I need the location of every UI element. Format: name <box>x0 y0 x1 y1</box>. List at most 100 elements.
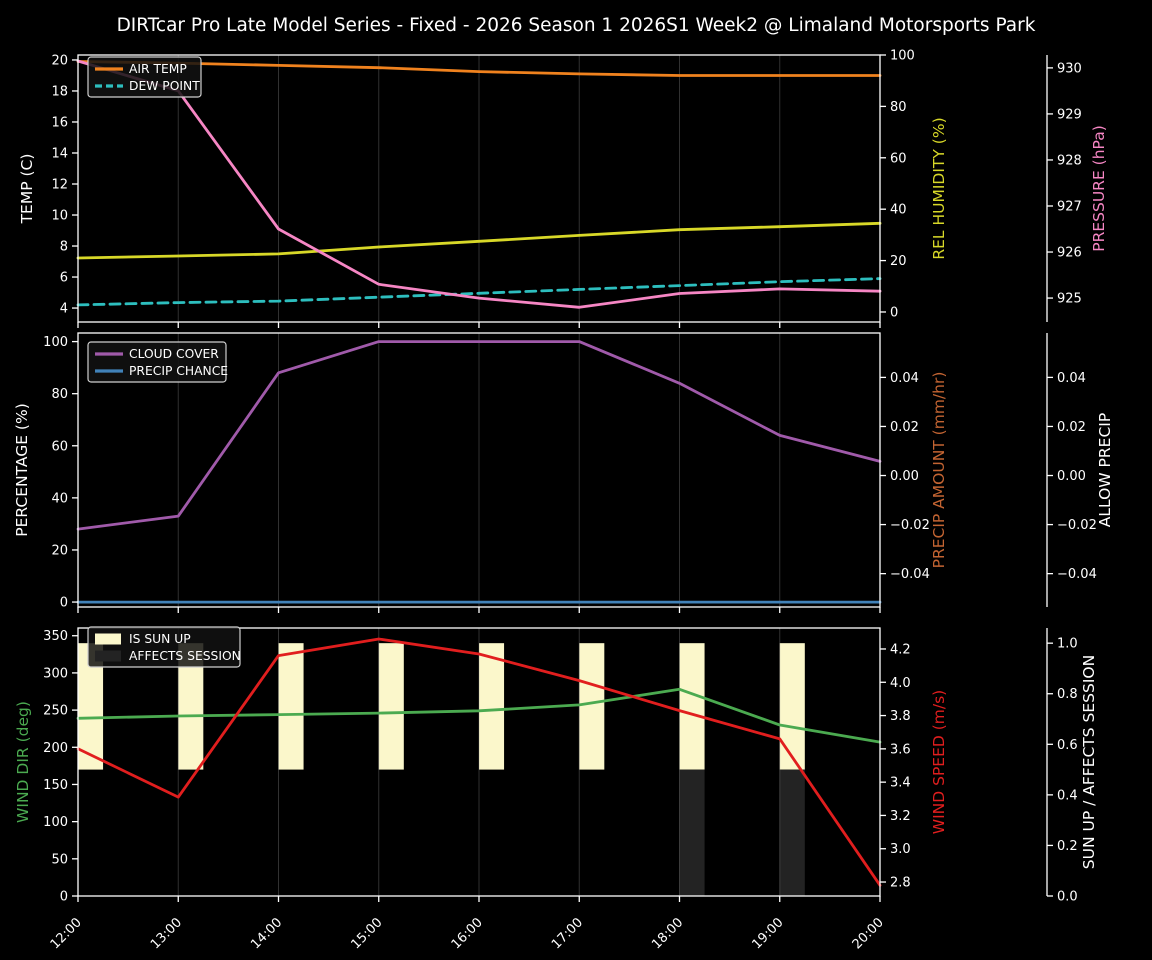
y-tick-label: −0.04 <box>1057 567 1097 582</box>
y-tick-label: 0.00 <box>890 469 919 484</box>
y-tick-label: 14 <box>51 146 68 161</box>
y-tick-label: 0 <box>60 596 68 611</box>
y-tick-label: 100 <box>43 335 68 350</box>
y-tick-label: 50 <box>51 852 68 867</box>
x-tick-label: 12:00 <box>48 915 85 952</box>
axis-label-wind-dir-deg: WIND DIR (deg) <box>14 701 32 823</box>
bars-affects-session <box>679 769 805 896</box>
bar-is-sun-up <box>779 643 805 770</box>
series-dew-point-line <box>76 277 882 307</box>
y-tick-label: 925 <box>1057 292 1082 307</box>
legend-temperature-humidity-pressure: AIR TEMP DEW POINT <box>87 56 202 98</box>
bar-is-sun-up <box>278 643 304 770</box>
series-wind-dir-line <box>76 687 882 744</box>
y-tick-label: 100 <box>43 815 68 830</box>
y-tick-label: 3.4 <box>890 776 911 791</box>
x-tick-label: 13:00 <box>148 915 185 952</box>
y-tick-label: 927 <box>1057 199 1082 214</box>
legend-label-precip-chance: PRECIP CHANCE <box>129 364 228 378</box>
y-tick-label: 350 <box>43 629 68 644</box>
y-tick-label: 3.0 <box>890 842 911 857</box>
y-tick-label: 3.8 <box>890 709 911 724</box>
y-tick-label: 0.6 <box>1057 738 1078 753</box>
y-tick-label: 40 <box>51 491 68 506</box>
y-tick-label: 0.02 <box>1057 420 1086 435</box>
y-tick-label: 20 <box>51 543 68 558</box>
legend-label-is-sun-up: IS SUN UP <box>129 632 191 646</box>
y-tick-label: 0.00 <box>1057 469 1086 484</box>
legend-label-cloud-cover: CLOUD COVER <box>129 347 219 361</box>
y-tick-label: 0 <box>60 890 68 905</box>
bar-is-sun-up <box>479 643 505 770</box>
panel-temperature-humidity-pressure: 20 18 16 14 12 10 8 6 4 100 80 60 40 20 0 930 929 928 927 9… <box>18 49 1108 328</box>
series-rel-humidity-line <box>76 221 882 260</box>
y-tick-label: −0.02 <box>1057 518 1097 533</box>
x-tick-label: 17:00 <box>549 915 586 952</box>
y-tick-label: 80 <box>51 387 68 402</box>
y-tick-label: 1.0 <box>1057 637 1078 652</box>
axis-label-temp-c: TEMP (C) <box>18 154 36 225</box>
y-tick-label: 3.2 <box>890 809 911 824</box>
y-tick-label: 8 <box>60 240 68 255</box>
axis-label-pressure-hpa: PRESSURE (hPa) <box>1090 125 1108 252</box>
axis-label-wind-speed-m-s: WIND SPEED (m/s) <box>930 690 948 834</box>
axis-label-precip-amount-mm-hr: PRECIP AMOUNT (mm/hr) <box>930 372 948 569</box>
y-tick-label: 10 <box>51 209 68 224</box>
x-tick-label: 14:00 <box>248 915 285 952</box>
y-tick-label: 0.02 <box>890 420 919 435</box>
x-tick-label: 19:00 <box>749 915 786 952</box>
legend-swatch-is-sun-up <box>95 633 121 645</box>
axis-label-allow-precip: ALLOW PRECIP <box>1096 413 1114 527</box>
axis-label-sun-up-affects-session: SUN UP / AFFECTS SESSION <box>1080 655 1098 869</box>
legend-cloud-precip: CLOUD COVER PRECIP CHANCE <box>87 341 228 383</box>
series-pressure-line <box>76 59 882 309</box>
y-tick-label: 6 <box>60 271 68 286</box>
y-tick-label: 100 <box>890 49 915 64</box>
y-tick-label: 40 <box>890 203 907 218</box>
y-tick-label: 0 <box>890 305 898 320</box>
y-tick-label: 4.2 <box>890 642 911 657</box>
x-tick-label: 16:00 <box>449 915 486 952</box>
bars-is-sun-up <box>78 643 805 770</box>
bar-affects-session <box>679 769 705 896</box>
x-tick-label: 18:00 <box>649 915 686 952</box>
legend-box <box>87 626 241 668</box>
legend-swatch-affects-session <box>95 650 121 662</box>
y-tick-label: 12 <box>51 178 68 193</box>
axis-label-rel-humidity: REL HUMIDITY (%) <box>930 117 948 259</box>
y-tick-label: 80 <box>890 100 907 115</box>
y-tick-label: 4.0 <box>890 676 911 691</box>
bar-is-sun-up <box>579 643 605 770</box>
y-tick-label: 150 <box>43 778 68 793</box>
y-tick-label: 3.6 <box>890 742 911 757</box>
y-tick-label: 16 <box>51 115 68 130</box>
panel-cloud-precip: 100 80 60 40 20 0 0.04 0.02 0.00 −0.02 −0.04 0.04 0.… <box>13 332 1114 613</box>
legend-label-air-temp: AIR TEMP <box>129 62 187 76</box>
bar-affects-session <box>779 769 805 896</box>
series-cloud-cover-line <box>76 340 882 531</box>
bar-is-sun-up <box>378 643 404 770</box>
y-tick-label: 20 <box>890 254 907 269</box>
y-tick-label: 60 <box>51 439 68 454</box>
y-tick-label: 0.0 <box>1057 890 1078 905</box>
bar-is-sun-up <box>679 643 705 770</box>
x-tick-label: 20:00 <box>850 915 887 952</box>
series-air-temp-line <box>76 60 882 77</box>
y-tick-label: 0.2 <box>1057 839 1078 854</box>
y-tick-label: 60 <box>890 151 907 166</box>
y-tick-label: 0.8 <box>1057 687 1078 702</box>
legend-label-affects-session: AFFECTS SESSION <box>129 649 241 663</box>
y-tick-label: −0.02 <box>890 518 930 533</box>
panel-wind-sun: 350 300 250 200 150 100 50 0 4.2 4.0 3.8 3.6 3.4 3.2 3… <box>14 626 1098 952</box>
y-tick-label: 4 <box>60 302 68 317</box>
y-tick-label: 200 <box>43 741 68 756</box>
y-tick-label: 18 <box>51 84 68 99</box>
y-tick-label: 2.8 <box>890 876 911 891</box>
y-tick-label: 928 <box>1057 153 1082 168</box>
y-tick-label: 250 <box>43 704 68 719</box>
y-tick-label: 0.04 <box>890 371 919 386</box>
y-tick-label: 300 <box>43 666 68 681</box>
y-tick-label: 20 <box>51 53 68 68</box>
